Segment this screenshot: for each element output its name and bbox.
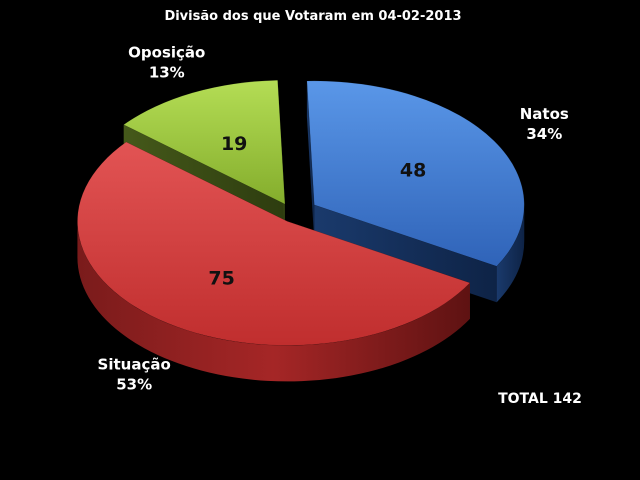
slice-wall-start-natos [306, 80, 315, 241]
percent-label-natos: 34% [526, 125, 562, 143]
slice-situacao [77, 141, 471, 382]
percent-label-situacao: 53% [116, 375, 152, 393]
slice-label-situacao: Situação 53% [98, 355, 171, 393]
slice-top-oposicao [123, 79, 286, 205]
slices-layer [77, 79, 525, 382]
labels-layer: 48 75 19 Natos 34% Situação 53% Oposição 13% [98, 44, 569, 394]
category-label-situacao: Situação [98, 355, 171, 373]
slice-label-oposicao: Oposição 13% [128, 44, 205, 82]
slice-value-situacao: 75 [208, 267, 234, 289]
chart-title: Divisão dos que Votaram em 04-02-2013 [164, 9, 461, 24]
slice-top-situacao [77, 141, 471, 346]
category-label-natos: Natos [520, 105, 569, 123]
slice-side-natos-0 [496, 204, 525, 303]
total-label: TOTAL 142 [498, 391, 582, 407]
percent-label-oposicao: 13% [149, 64, 185, 82]
slice-top-natos [306, 80, 525, 267]
category-label-oposicao: Oposição [128, 44, 205, 62]
slice-label-natos: Natos 34% [520, 105, 569, 143]
slice-value-oposicao: 19 [221, 133, 247, 155]
slice-value-natos: 48 [400, 160, 426, 182]
slice-side-situacao-0 [77, 221, 470, 382]
